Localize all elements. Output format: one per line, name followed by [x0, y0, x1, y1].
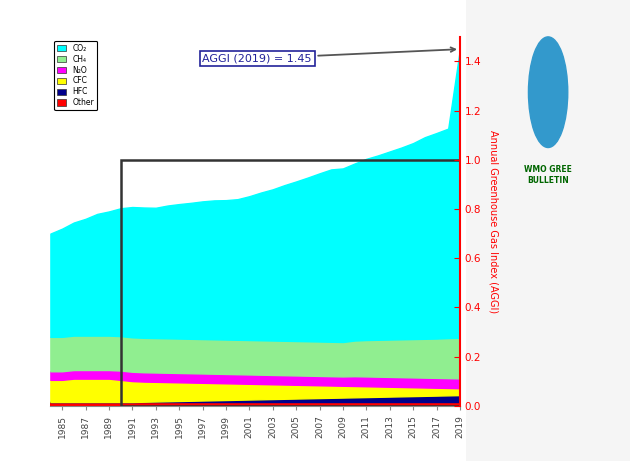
Legend: CO₂, CH₄, N₂O, CFC, HFC, Other: CO₂, CH₄, N₂O, CFC, HFC, Other — [54, 41, 98, 110]
Circle shape — [529, 37, 568, 148]
Text: AGGI (2019) = 1.45: AGGI (2019) = 1.45 — [202, 47, 455, 64]
Bar — [120, 160, 460, 406]
Text: W
M
O: W M O — [542, 69, 554, 102]
Y-axis label: Annual Greenhouse Gas Index (AGGI): Annual Greenhouse Gas Index (AGGI) — [488, 130, 498, 313]
Text: WMO GREE
BULLETIN: WMO GREE BULLETIN — [524, 165, 572, 185]
